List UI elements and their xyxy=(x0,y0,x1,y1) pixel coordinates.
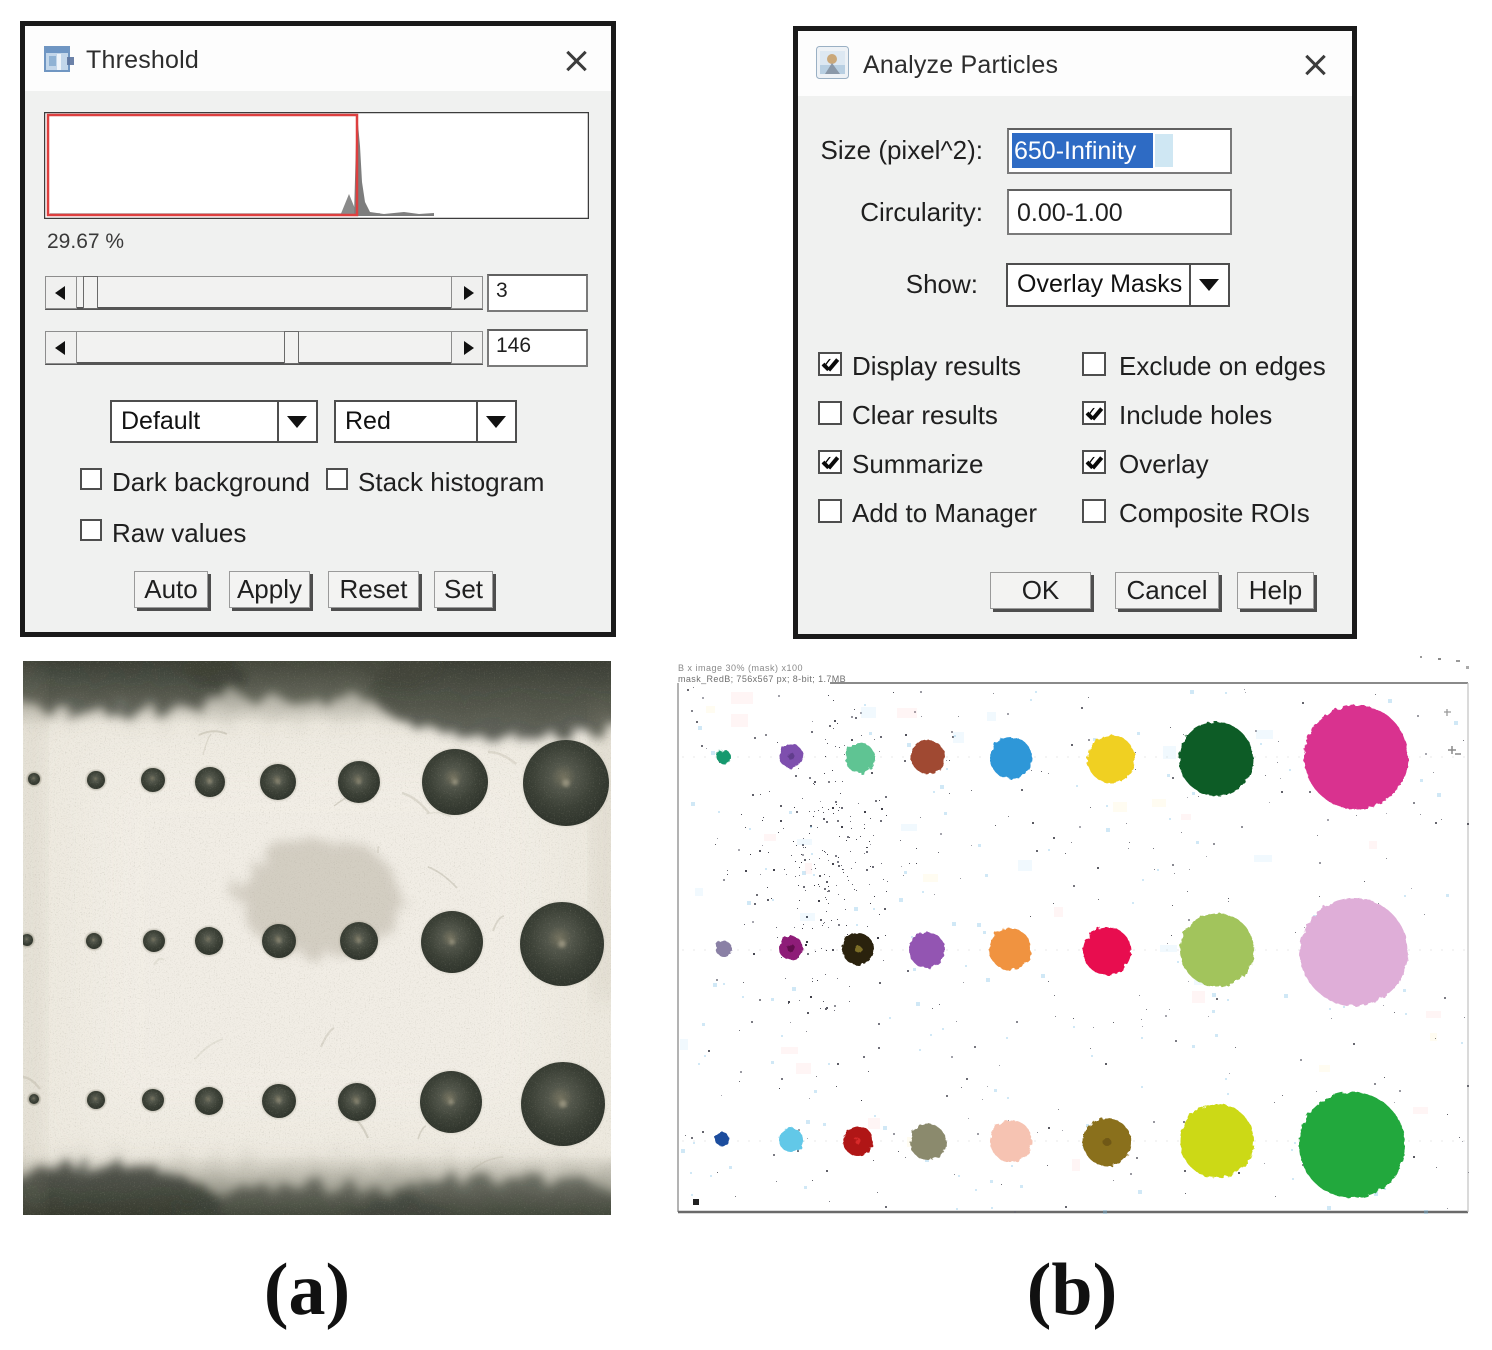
svg-text:B x image 30% (mask) x100: B x image 30% (mask) x100 xyxy=(678,663,803,673)
svg-text:mask_RedB; 756x567 px; 8-bit;: mask_RedB; 756x567 px; 8-bit; 1.7MB xyxy=(678,674,846,684)
